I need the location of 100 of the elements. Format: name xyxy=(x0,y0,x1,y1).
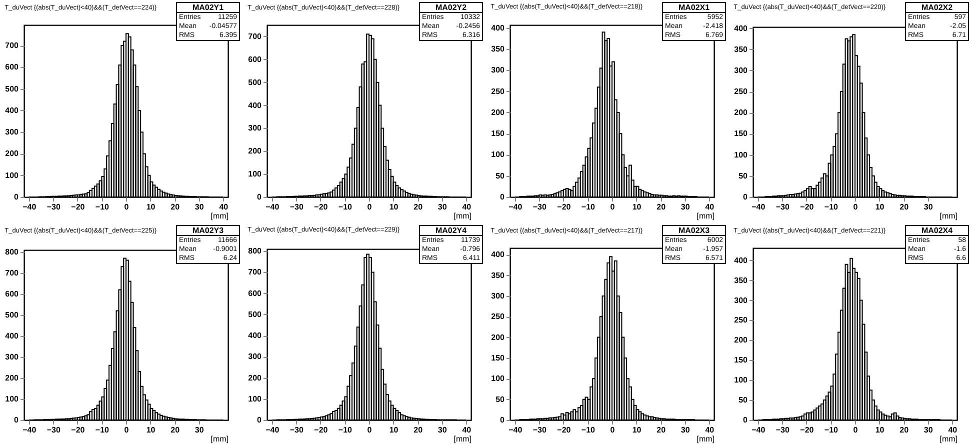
y-tick-label: 700 xyxy=(5,268,20,278)
x-tick-label: 0 xyxy=(610,202,616,212)
x-tick-label: 20 xyxy=(900,202,910,212)
x-tick-label: 0 xyxy=(610,426,616,434)
x-tick-label: 30 xyxy=(924,202,934,212)
y-tick-label: 350 xyxy=(734,44,748,54)
y-tick-label: 100 xyxy=(491,150,506,160)
x-tick-label: 30 xyxy=(680,426,690,434)
y-tick-label: 0 xyxy=(14,192,20,202)
x-tick-label: −10 xyxy=(824,426,839,434)
y-tick-label: 300 xyxy=(491,291,506,300)
y-tick-label: 600 xyxy=(5,289,20,298)
x-tick-label: 0 xyxy=(124,426,130,434)
y-tick-label: 500 xyxy=(248,78,262,87)
y-tick-label: 400 xyxy=(491,23,506,32)
x-axis-title: [mm] xyxy=(696,434,714,444)
y-tick-label: 200 xyxy=(5,149,20,158)
x-tick-label: 20 xyxy=(170,202,180,212)
x-tick-label: 10 xyxy=(632,202,642,212)
x-tick-label: −40 xyxy=(508,202,523,212)
text: MA02Y3 xyxy=(177,226,239,236)
y-tick-label: 100 xyxy=(491,374,506,384)
x-tick-label: 10 xyxy=(146,426,156,434)
y-tick-label: 400 xyxy=(248,331,262,340)
x-tick-label: −30 xyxy=(290,426,304,434)
y-tick-label: 500 xyxy=(5,84,20,94)
x-tick-label: −20 xyxy=(71,202,86,212)
y-tick-label: 150 xyxy=(491,129,506,138)
y-tick-label: 800 xyxy=(248,246,262,256)
x-tick-label: −40 xyxy=(508,426,523,434)
text: MA02X3 xyxy=(663,226,725,236)
y-tick-label: 200 xyxy=(491,332,506,342)
x-tick-label: 30 xyxy=(680,202,690,212)
y-tick-label: 500 xyxy=(5,310,20,320)
x-tick-label: 40 xyxy=(462,426,472,434)
y-tick-label: 50 xyxy=(738,171,748,180)
y-tick-label: 250 xyxy=(491,312,506,322)
y-tick-label: 50 xyxy=(496,171,506,180)
x-tick-label: −10 xyxy=(95,202,110,212)
x-tick-label: 40 xyxy=(219,202,229,212)
text: MA02X2 xyxy=(906,3,968,13)
y-tick-label: 600 xyxy=(248,288,262,298)
x-tick-label: 30 xyxy=(438,426,448,434)
y-tick-label: 100 xyxy=(734,150,748,160)
x-axis-title: [mm] xyxy=(454,212,472,220)
x-tick-label: 30 xyxy=(924,426,934,434)
x-tick-label: 40 xyxy=(705,426,715,434)
x-tick-label: −10 xyxy=(95,426,110,434)
x-tick-label: −30 xyxy=(532,202,547,212)
x-tick-label: −30 xyxy=(776,202,790,212)
text: MA02Y4 xyxy=(420,226,482,236)
x-tick-label: −20 xyxy=(314,426,328,434)
y-tick-label: 250 xyxy=(734,87,748,96)
x-axis-title: [mm] xyxy=(940,212,958,220)
x-tick-label: −40 xyxy=(266,426,280,434)
x-tick-label: −20 xyxy=(314,202,328,212)
x-tick-label: 20 xyxy=(900,426,910,434)
x-tick-label: −10 xyxy=(338,202,353,212)
x-axis-title: [mm] xyxy=(210,434,228,444)
x-tick-label: 40 xyxy=(705,202,715,212)
text: MA02Y1 xyxy=(177,3,239,13)
x-tick-label: −10 xyxy=(581,202,596,212)
y-tick-label: 300 xyxy=(5,352,20,362)
x-tick-label: −20 xyxy=(557,202,572,212)
y-tick-label: 500 xyxy=(248,310,262,319)
y-tick-label: 400 xyxy=(248,100,262,110)
text: MA02Y2 xyxy=(420,3,482,13)
y-tick-label: 200 xyxy=(5,373,20,382)
x-tick-label: 10 xyxy=(389,426,399,434)
x-axis-title: [mm] xyxy=(210,212,228,220)
x-tick-label: 10 xyxy=(875,426,885,434)
y-tick-label: 300 xyxy=(5,128,20,137)
x-tick-label: −20 xyxy=(800,426,814,434)
y-tick-label: 400 xyxy=(5,331,20,340)
y-tick-label: 150 xyxy=(491,353,506,362)
y-tick-label: 50 xyxy=(496,394,506,404)
y-tick-label: 100 xyxy=(5,170,20,180)
text: MA02X1 xyxy=(663,3,725,13)
x-tick-label: −10 xyxy=(338,426,353,434)
y-tick-label: 50 xyxy=(738,396,748,405)
x-tick-label: −40 xyxy=(752,202,766,212)
x-tick-label: 10 xyxy=(875,202,885,212)
y-tick-label: 0 xyxy=(257,416,262,424)
x-tick-label: −20 xyxy=(71,426,86,434)
x-tick-label: 30 xyxy=(194,426,204,434)
x-tick-label: −20 xyxy=(800,202,814,212)
x-tick-label: 10 xyxy=(632,426,642,434)
y-tick-label: 400 xyxy=(491,250,506,260)
y-tick-label: 600 xyxy=(5,62,20,72)
y-tick-label: 250 xyxy=(491,86,506,96)
y-tick-label: 100 xyxy=(734,376,748,385)
x-tick-label: 0 xyxy=(853,426,858,434)
y-tick-label: 600 xyxy=(248,54,262,64)
x-tick-label: −30 xyxy=(46,202,61,212)
x-tick-label: 40 xyxy=(948,426,958,434)
y-tick-label: 0 xyxy=(257,192,262,202)
x-tick-label: −20 xyxy=(557,426,572,434)
y-tick-label: 350 xyxy=(491,44,506,54)
x-tick-label: −40 xyxy=(22,202,37,212)
y-tick-label: 150 xyxy=(734,356,748,365)
